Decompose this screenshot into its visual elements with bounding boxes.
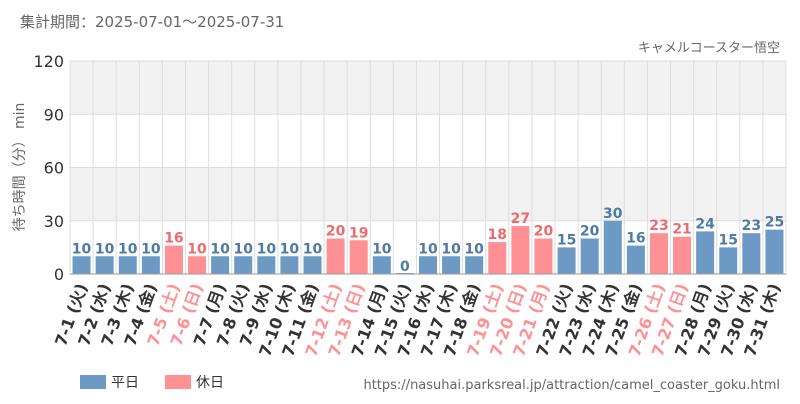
legend-label-holiday: 休日	[196, 375, 224, 391]
legend-swatch-holiday	[165, 375, 191, 389]
bar	[488, 242, 507, 274]
y-tick-label: 90	[44, 105, 64, 124]
bar-value-label: 0	[400, 259, 410, 275]
legend-swatch-weekday	[80, 375, 106, 389]
bar-value-label: 18	[488, 227, 507, 243]
bar-value-label: 10	[372, 241, 392, 257]
bar-value-label: 10	[418, 241, 438, 257]
bar	[696, 231, 715, 274]
bar	[211, 256, 230, 274]
y-tick-label: 60	[44, 159, 64, 178]
bar-value-label: 10	[95, 241, 115, 257]
bar	[626, 245, 645, 274]
bar	[118, 256, 137, 274]
bar	[649, 233, 668, 274]
bar	[719, 247, 738, 274]
bar	[511, 226, 530, 274]
bar	[257, 256, 276, 274]
bar-value-label: 15	[719, 232, 738, 248]
bar-value-label: 10	[303, 241, 323, 257]
bar-value-label: 21	[672, 222, 691, 238]
bar-value-label: 30	[603, 206, 623, 222]
bar-value-label: 10	[141, 241, 161, 257]
y-tick-label: 120	[33, 52, 64, 71]
bar	[765, 229, 784, 274]
attraction-name: キャメルコースター悟空	[638, 41, 780, 56]
bar	[418, 256, 438, 274]
bar	[280, 256, 299, 274]
bar-value-label: 10	[257, 241, 277, 257]
bar-value-label: 20	[326, 224, 346, 240]
source-url: https://nasuhai.parksreal.jp/attraction/…	[363, 378, 780, 393]
bar-value-label: 20	[580, 224, 600, 240]
bar-value-label: 23	[649, 218, 668, 234]
bar-value-label: 20	[534, 224, 554, 240]
bar-value-label: 10	[280, 241, 300, 257]
bar	[372, 256, 391, 274]
bar-value-label: 10	[118, 241, 138, 257]
bar	[673, 236, 692, 274]
bar	[95, 256, 114, 274]
bar-value-label: 27	[511, 211, 530, 227]
bar	[141, 256, 160, 274]
bar	[188, 256, 207, 274]
bar-value-label: 10	[464, 241, 484, 257]
bar-value-label: 25	[765, 215, 784, 231]
y-tick-label: 0	[54, 265, 64, 284]
bar	[234, 256, 253, 274]
grid-band	[70, 167, 786, 221]
bar-value-label: 16	[626, 231, 645, 247]
bar-value-label: 24	[695, 216, 715, 232]
bar-value-label: 10	[72, 241, 92, 257]
y-axis-label: 待ち時間（分） min	[12, 103, 28, 232]
legend-label-weekday: 平日	[111, 375, 139, 391]
bar	[580, 238, 599, 274]
bar-value-label: 10	[210, 241, 230, 257]
bar	[442, 256, 461, 274]
bar	[72, 256, 91, 274]
legend: 平日 休日	[80, 375, 224, 391]
bar	[534, 238, 553, 274]
bar	[742, 233, 761, 274]
bar-value-label: 15	[557, 232, 576, 248]
bar	[603, 220, 622, 274]
bar	[326, 238, 345, 274]
bar-value-label: 10	[441, 241, 461, 257]
bar-value-label: 19	[349, 225, 368, 241]
y-tick-label: 30	[44, 212, 64, 231]
bar	[303, 256, 322, 274]
bar-value-label: 10	[187, 241, 207, 257]
bar	[164, 245, 183, 274]
bar-value-label: 10	[233, 241, 253, 257]
bar	[557, 247, 576, 274]
period-label: 集計期間：2025-07-01～2025-07-31	[20, 13, 284, 31]
bar-value-label: 23	[742, 218, 761, 234]
grid-band	[70, 61, 786, 115]
bar	[465, 256, 484, 274]
bar-value-label: 16	[164, 231, 183, 247]
bar	[349, 240, 368, 274]
